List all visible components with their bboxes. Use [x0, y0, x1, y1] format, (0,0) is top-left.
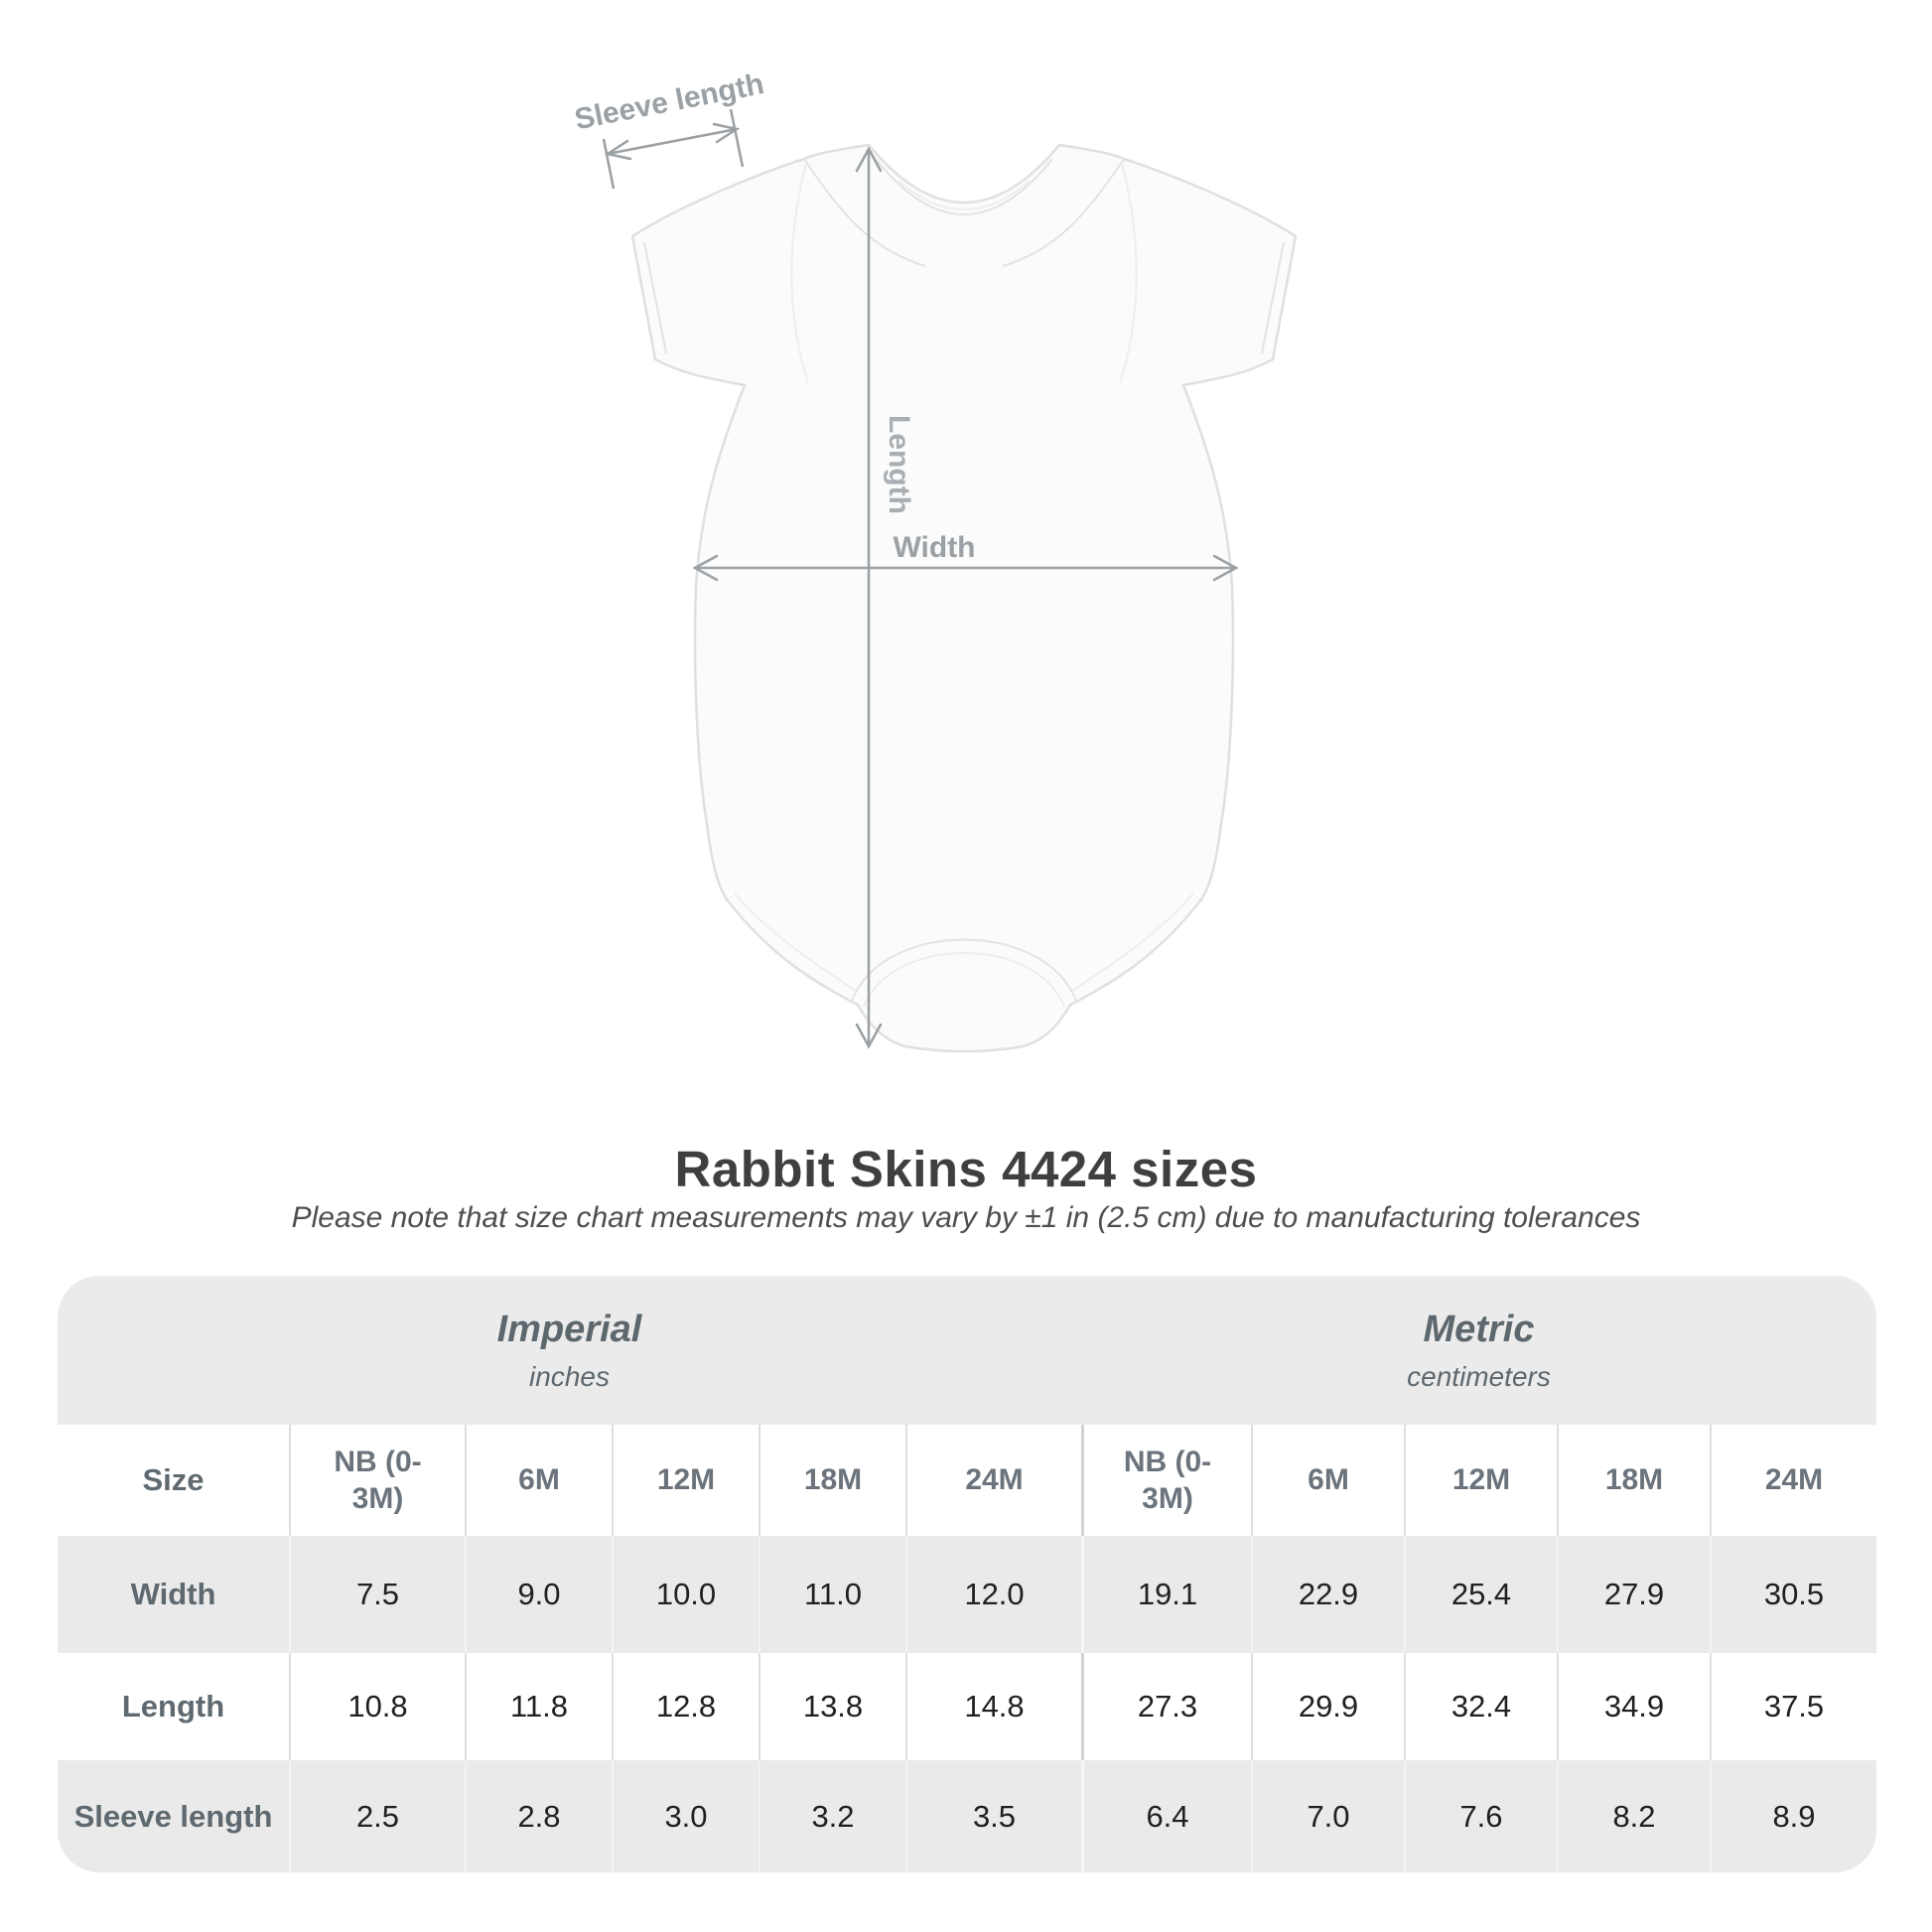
column-header-18m-imperial: 18M [759, 1425, 905, 1536]
column-header-text: 24M [1764, 1463, 1824, 1497]
value-cell: 3.2 [759, 1760, 905, 1872]
armhole-seam-right [1119, 162, 1138, 384]
column-header-text: 18M [803, 1463, 863, 1497]
width-dimension: Width [692, 531, 1239, 582]
value-cell: 25.4 [1404, 1536, 1557, 1653]
tolerance-note: Please note that size chart measurements… [291, 1201, 1641, 1234]
leg-binding-right [1071, 893, 1194, 992]
column-header-24m-imperial: 24M [905, 1425, 1081, 1536]
value-cell: 7.0 [1251, 1760, 1404, 1872]
row-label-width: Width [58, 1536, 289, 1653]
metric-unit: centimeters [1407, 1360, 1551, 1392]
snap-flap-outline [851, 938, 1077, 1002]
value-cell: 32.4 [1404, 1653, 1557, 1760]
column-header-18m-metric: 18M [1557, 1425, 1710, 1536]
neckline-binding [875, 158, 1053, 215]
arrowhead-down-icon [855, 1023, 883, 1049]
unit-band: Imperial inches Metric centimeters [58, 1276, 1876, 1425]
value-cell: 6.4 [1081, 1760, 1251, 1872]
value-cell: 3.0 [612, 1760, 759, 1872]
length-label: Length [883, 415, 915, 514]
unit-group-metric: Metric centimeters [1081, 1276, 1876, 1425]
column-header-text: NB (0-3M) [1123, 1445, 1212, 1516]
column-header-6m-imperial: 6M [465, 1425, 612, 1536]
column-header-6m-metric: 6M [1251, 1425, 1404, 1536]
lap-shoulder-left [803, 158, 926, 267]
size-grid: Size NB (0-3M) 6M 12M 18M 24M NB (0-3M) … [58, 1425, 1876, 1872]
cuff-hem-left [643, 241, 667, 354]
value-cell: 2.5 [289, 1760, 465, 1872]
value-cell: 14.8 [905, 1653, 1081, 1760]
column-header-12m-imperial: 12M [612, 1425, 759, 1536]
onesie-illustration [630, 143, 1298, 1053]
page-title: Rabbit Skins 4424 sizes [674, 1141, 1258, 1197]
sleeve-length-arrow [607, 127, 738, 156]
column-header-nb-imperial: NB (0-3M) [289, 1425, 465, 1536]
column-header-text: 12M [1451, 1463, 1511, 1497]
value-cell: 37.5 [1710, 1653, 1876, 1760]
column-header-12m-metric: 12M [1404, 1425, 1557, 1536]
column-header-text: 6M [1308, 1463, 1349, 1497]
value-cell: 11.0 [759, 1536, 905, 1653]
value-cell: 7.6 [1404, 1760, 1557, 1872]
sleeve-length-dimension: Sleeve length [572, 69, 766, 190]
unit-group-imperial: Imperial inches [58, 1276, 1081, 1425]
column-header-text: 12M [656, 1463, 716, 1497]
size-column-header: Size [58, 1425, 289, 1536]
value-cell: 19.1 [1081, 1536, 1251, 1653]
snap-flap-inner [863, 952, 1065, 1008]
column-header-text: 6M [518, 1463, 560, 1497]
arrowhead-west-icon [692, 554, 719, 582]
value-cell: 8.9 [1710, 1760, 1876, 1872]
value-cell: 10.8 [289, 1653, 465, 1760]
arrowhead-up-icon [855, 146, 883, 173]
value-cell: 9.0 [465, 1536, 612, 1653]
arrowhead-right-icon [712, 122, 741, 144]
value-cell: 2.8 [465, 1760, 612, 1872]
value-cell: 22.9 [1251, 1536, 1404, 1653]
column-header-text: 18M [1604, 1463, 1664, 1497]
value-cell: 11.8 [465, 1653, 612, 1760]
value-cell: 3.5 [905, 1760, 1081, 1872]
value-cell: 27.3 [1081, 1653, 1251, 1760]
onesie-body [630, 143, 1298, 1053]
value-cell: 12.0 [905, 1536, 1081, 1653]
value-cell: 30.5 [1710, 1536, 1876, 1653]
lap-shoulder-right [1002, 158, 1125, 267]
column-header-text: NB (0-3M) [334, 1445, 422, 1516]
value-cell: 8.2 [1557, 1760, 1710, 1872]
armhole-seam-left [790, 162, 809, 384]
sleeve-length-label: Sleeve length [572, 69, 766, 136]
column-header-nb-metric: NB (0-3M) [1081, 1425, 1251, 1536]
column-header-24m-metric: 24M [1710, 1425, 1876, 1536]
size-chart-table: Imperial inches Metric centimeters Size … [58, 1276, 1876, 1872]
imperial-heading: Imperial [496, 1308, 642, 1350]
value-cell: 13.8 [759, 1653, 905, 1760]
value-cell: 27.9 [1557, 1536, 1710, 1653]
arrowhead-east-icon [1212, 554, 1239, 582]
value-cell: 12.8 [612, 1653, 759, 1760]
extension-tick-left [602, 138, 616, 190]
column-header-text: 24M [965, 1463, 1024, 1497]
value-cell: 7.5 [289, 1536, 465, 1653]
row-label-sleeve-length: Sleeve length [58, 1760, 289, 1872]
value-cell: 10.0 [612, 1536, 759, 1653]
leg-binding-left [734, 893, 857, 992]
metric-heading: Metric [1423, 1308, 1535, 1350]
width-label: Width [893, 531, 975, 564]
value-cell: 29.9 [1251, 1653, 1404, 1760]
row-label-length: Length [58, 1653, 289, 1760]
imperial-unit: inches [529, 1360, 610, 1392]
onesie-size-diagram: Sleeve length Length Width [572, 69, 1298, 1053]
cuff-hem-right [1261, 241, 1285, 354]
length-dimension: Length [855, 146, 915, 1049]
value-cell: 34.9 [1557, 1653, 1710, 1760]
extension-tick-right [729, 108, 745, 168]
neckline-inner [897, 180, 1031, 210]
